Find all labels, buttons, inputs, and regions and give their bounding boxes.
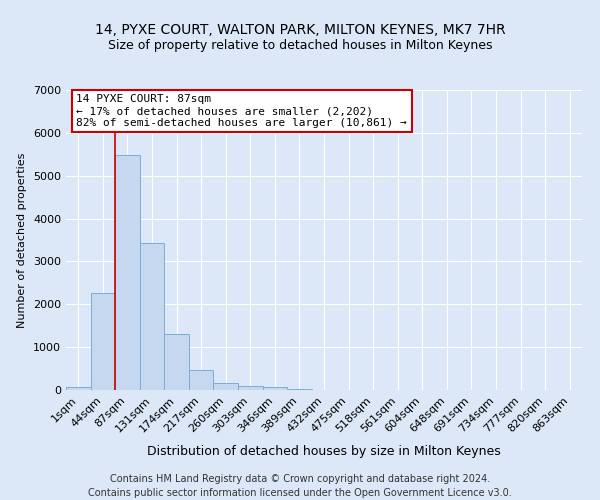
- Text: 14, PYXE COURT, WALTON PARK, MILTON KEYNES, MK7 7HR: 14, PYXE COURT, WALTON PARK, MILTON KEYN…: [95, 22, 505, 36]
- Bar: [263, 388, 287, 390]
- Bar: [140, 243, 164, 390]
- Bar: [115, 155, 140, 390]
- Bar: [91, 292, 115, 390]
- Bar: [214, 384, 238, 390]
- Text: Contains HM Land Registry data © Crown copyright and database right 2024.
Contai: Contains HM Land Registry data © Crown c…: [88, 474, 512, 498]
- Y-axis label: Number of detached properties: Number of detached properties: [17, 152, 28, 328]
- Bar: [164, 334, 189, 390]
- Bar: [66, 386, 91, 390]
- Bar: [287, 389, 312, 390]
- Text: 14 PYXE COURT: 87sqm
← 17% of detached houses are smaller (2,202)
82% of semi-de: 14 PYXE COURT: 87sqm ← 17% of detached h…: [76, 94, 407, 128]
- Text: Size of property relative to detached houses in Milton Keynes: Size of property relative to detached ho…: [108, 39, 492, 52]
- Bar: [238, 386, 263, 390]
- Bar: [189, 370, 214, 390]
- X-axis label: Distribution of detached houses by size in Milton Keynes: Distribution of detached houses by size …: [147, 445, 501, 458]
